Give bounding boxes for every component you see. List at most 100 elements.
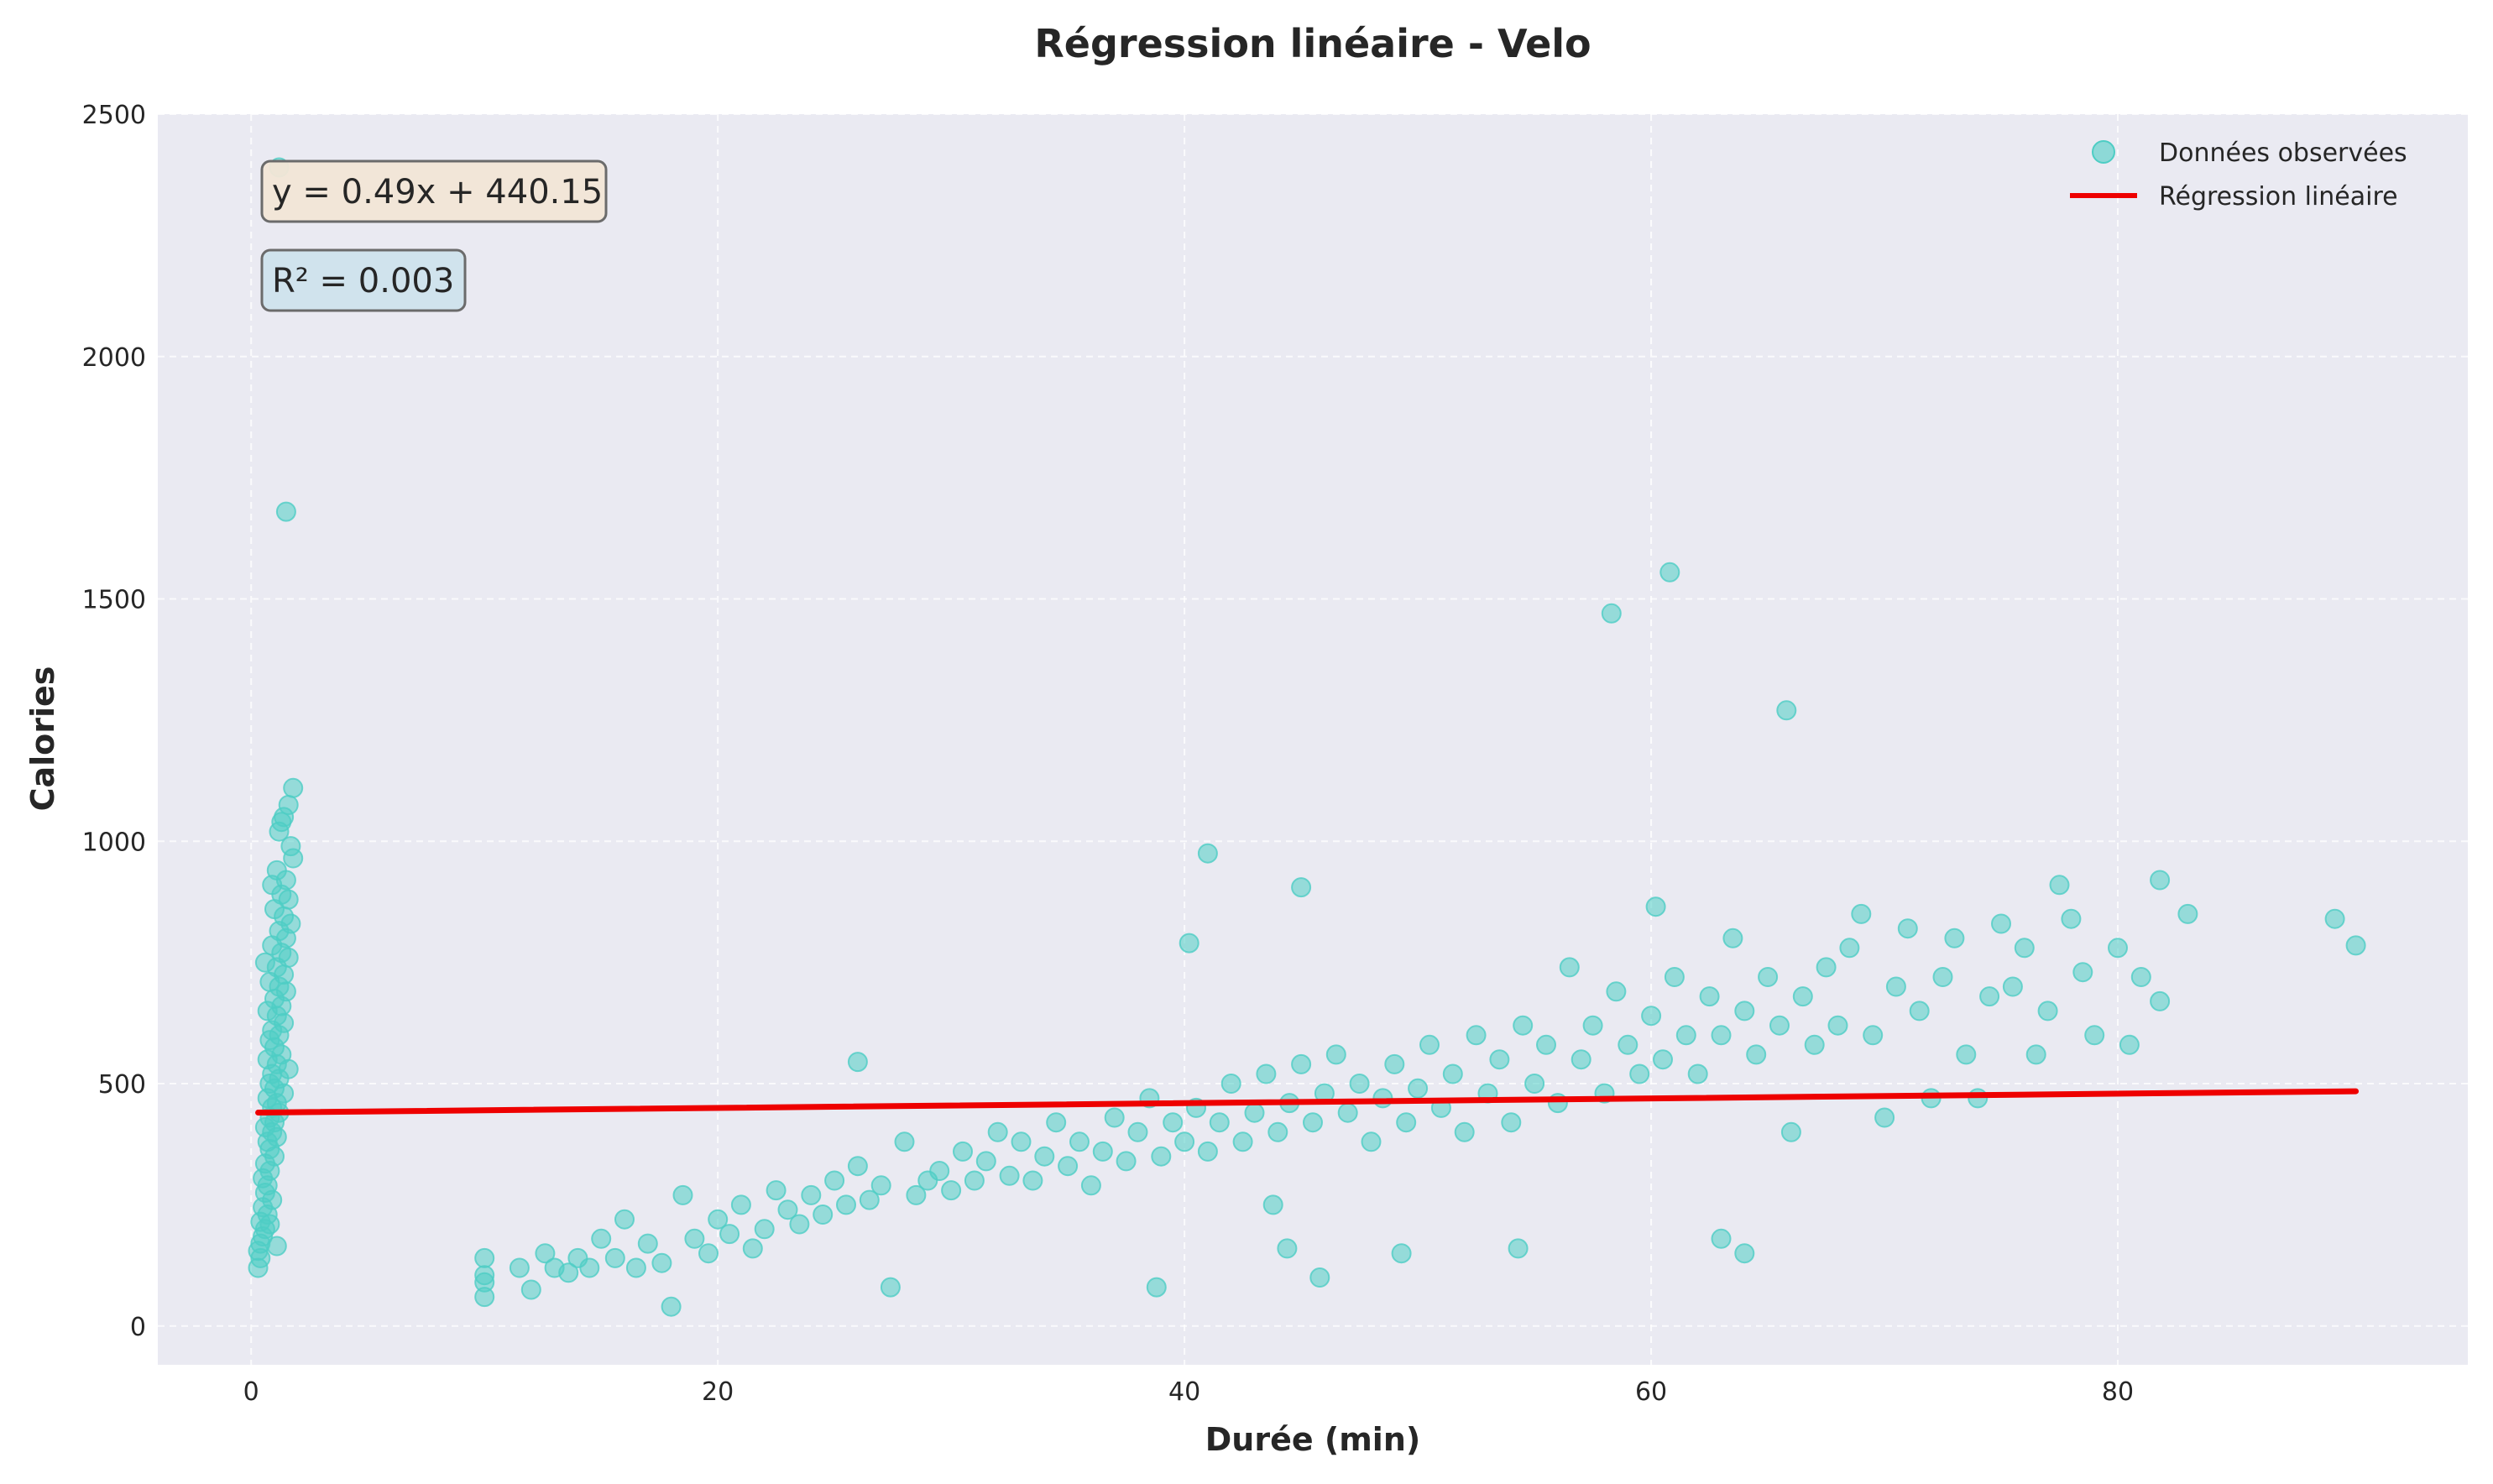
data-point: [535, 1243, 556, 1264]
data-point: [1396, 1112, 1417, 1133]
data-point: [801, 1184, 822, 1205]
data-point: [1179, 933, 1199, 954]
data-point: [2084, 1025, 2105, 1046]
data-point: [2108, 938, 2128, 959]
data-point: [836, 1194, 856, 1215]
data-point: [2130, 967, 2151, 987]
data-point: [789, 1214, 810, 1235]
data-point: [1267, 1121, 1288, 1142]
data-point: [2037, 1001, 2058, 1022]
data-point: [1863, 1025, 1884, 1046]
data-point: [1325, 1044, 1346, 1065]
y-axis-label: Calories: [24, 666, 61, 812]
data-point: [894, 1131, 915, 1152]
data-point: [1291, 1053, 1312, 1074]
data-point: [1629, 1063, 1650, 1084]
data-point: [1885, 976, 1906, 997]
chart-title: Régression linéaire - Velo: [1034, 21, 1591, 66]
data-point: [1209, 1112, 1230, 1133]
x-axis-label: Durée (min): [1205, 1421, 1421, 1458]
x-tick-label: 80: [2102, 1377, 2134, 1407]
data-point: [719, 1224, 740, 1245]
data-point: [730, 1194, 751, 1215]
data-point: [1513, 1015, 1534, 1036]
data-point: [1146, 1277, 1167, 1298]
data-point: [1641, 1006, 1662, 1027]
data-point: [1979, 986, 2000, 1007]
data-point: [987, 1121, 1008, 1142]
equation-text: y = 0.49x + 440.15: [272, 173, 603, 212]
data-point: [2177, 903, 2198, 924]
data-point: [1606, 981, 1627, 1002]
data-point: [824, 1170, 845, 1191]
data-point: [1303, 1112, 1323, 1133]
data-point: [1780, 1121, 1801, 1142]
data-point: [1508, 1238, 1529, 1259]
data-point: [941, 1180, 962, 1201]
data-point: [975, 1151, 996, 1172]
data-point: [708, 1209, 729, 1230]
data-point: [1582, 1015, 1603, 1036]
data-point: [1897, 918, 1918, 939]
data-point: [1232, 1131, 1253, 1152]
data-point: [248, 1257, 269, 1278]
data-point: [1092, 1141, 1113, 1162]
data-point: [1046, 1112, 1067, 1133]
r-squared-box: [260, 248, 467, 312]
data-point: [1722, 928, 1743, 948]
data-point: [1909, 1001, 1930, 1022]
data-point: [1932, 967, 1953, 987]
data-point: [1659, 562, 1680, 583]
legend: Données observées Régression linéaire: [2070, 138, 2407, 212]
data-point: [859, 1189, 880, 1210]
data-point: [742, 1238, 763, 1259]
data-point: [1391, 1243, 1412, 1264]
data-point: [2150, 870, 2171, 891]
y-tick-label: 1000: [82, 828, 146, 857]
data-point: [259, 1214, 280, 1235]
data-point: [870, 1175, 891, 1196]
data-point: [1734, 1001, 1755, 1022]
data-point: [929, 1161, 950, 1181]
data-point: [999, 1165, 1020, 1186]
data-point: [1104, 1107, 1125, 1128]
data-point: [2014, 938, 2035, 959]
data-point: [283, 848, 304, 869]
data-point: [579, 1257, 600, 1278]
data-point: [1197, 1141, 1218, 1162]
y-tick-label: 500: [98, 1070, 146, 1100]
data-point: [1675, 1025, 1696, 1046]
data-point: [1711, 1228, 1732, 1249]
data-point: [269, 821, 290, 842]
data-point: [2049, 875, 2070, 896]
data-point: [651, 1252, 672, 1273]
data-point: [813, 1204, 834, 1225]
y-tick-label: 2000: [82, 343, 146, 373]
y-tick-label: 2500: [82, 101, 146, 130]
data-point: [474, 1247, 495, 1268]
data-point: [1262, 1194, 1283, 1215]
x-tick-label: 40: [1168, 1377, 1200, 1407]
data-point: [1734, 1243, 1755, 1264]
scatter-points: [248, 157, 2366, 1317]
data-point: [1127, 1121, 1148, 1142]
data-point: [1653, 1049, 1673, 1070]
data-point: [1536, 1034, 1556, 1055]
y-tick-label: 1500: [82, 586, 146, 615]
legend-scatter-marker: [2092, 140, 2115, 164]
data-point: [1559, 957, 1580, 978]
data-point: [1792, 986, 1813, 1007]
data-point: [1034, 1146, 1055, 1167]
data-point: [1664, 967, 1685, 987]
grid: [158, 113, 2468, 1365]
y-tick-label: 0: [130, 1313, 146, 1342]
data-point: [1277, 1238, 1298, 1259]
data-point: [684, 1228, 705, 1249]
data-point: [1839, 938, 1860, 959]
data-point: [1874, 1107, 1895, 1128]
data-point: [1080, 1175, 1101, 1196]
data-point: [1618, 1034, 1638, 1055]
data-point: [1944, 928, 1965, 948]
data-point: [1804, 1034, 1825, 1055]
